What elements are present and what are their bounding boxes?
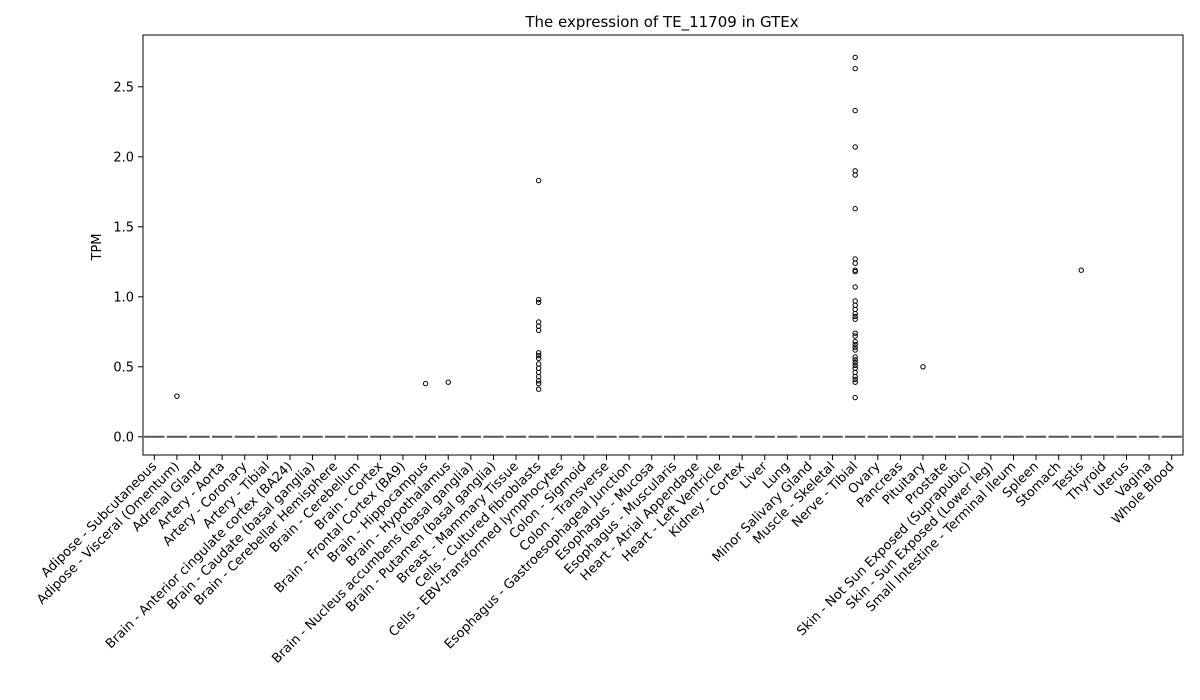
outlier-point bbox=[852, 260, 858, 266]
outlier-point bbox=[422, 380, 429, 387]
outlier-point bbox=[852, 362, 858, 369]
outlier-point bbox=[535, 380, 542, 387]
plot-area bbox=[142, 34, 1184, 456]
outlier-point bbox=[852, 333, 858, 339]
chart-title: The expression of TE_11709 in GTEx bbox=[524, 13, 798, 32]
outlier-point bbox=[852, 54, 858, 61]
outlier-point bbox=[920, 364, 926, 370]
outlier-point bbox=[852, 344, 858, 350]
outlier-point bbox=[1078, 267, 1084, 273]
outlier-point bbox=[535, 352, 542, 359]
outlier-point bbox=[535, 386, 542, 392]
outlier-point bbox=[852, 107, 858, 114]
outlier-point bbox=[852, 172, 858, 178]
outlier-point bbox=[852, 357, 858, 363]
y-tick-label: 1.5 bbox=[113, 220, 134, 235]
outlier-point bbox=[535, 355, 542, 362]
outlier-point bbox=[852, 341, 858, 348]
outlier-point bbox=[852, 316, 858, 322]
y-tick-label: 2.5 bbox=[113, 80, 134, 95]
y-axis-label: TPM bbox=[90, 234, 105, 262]
outlier-point bbox=[852, 394, 858, 401]
outlier-point bbox=[445, 379, 451, 385]
y-tick-label: 0.5 bbox=[113, 360, 134, 375]
outlier-point bbox=[852, 65, 858, 72]
outlier-point bbox=[852, 330, 858, 336]
outlier-points bbox=[174, 54, 1084, 401]
outlier-point bbox=[852, 347, 858, 353]
outlier-point bbox=[852, 379, 858, 385]
y-axis: 0.0 0.5 1.0 1.5 2.0 2.5 bbox=[113, 80, 143, 445]
outlier-point bbox=[852, 359, 858, 366]
outlier-point bbox=[852, 310, 858, 317]
outlier-point bbox=[852, 205, 858, 212]
outlier-point bbox=[535, 296, 542, 303]
outlier-point bbox=[852, 144, 858, 150]
outlier-point bbox=[852, 313, 858, 320]
outlier-point bbox=[852, 338, 858, 345]
outlier-point bbox=[535, 378, 542, 384]
outlier-point bbox=[852, 373, 858, 380]
outlier-point bbox=[852, 284, 858, 290]
outlier-point bbox=[174, 393, 180, 399]
outlier-point bbox=[852, 354, 858, 360]
outlier-point bbox=[535, 299, 542, 306]
outlier-point bbox=[535, 327, 542, 334]
y-tick-label: 1.0 bbox=[113, 290, 134, 305]
outlier-point bbox=[535, 177, 542, 184]
y-tick-label: 0.0 bbox=[113, 430, 134, 445]
outlier-point bbox=[535, 350, 542, 356]
y-tick-label: 2.0 bbox=[113, 150, 134, 165]
outlier-point bbox=[852, 268, 858, 275]
outlier-point bbox=[852, 376, 858, 383]
